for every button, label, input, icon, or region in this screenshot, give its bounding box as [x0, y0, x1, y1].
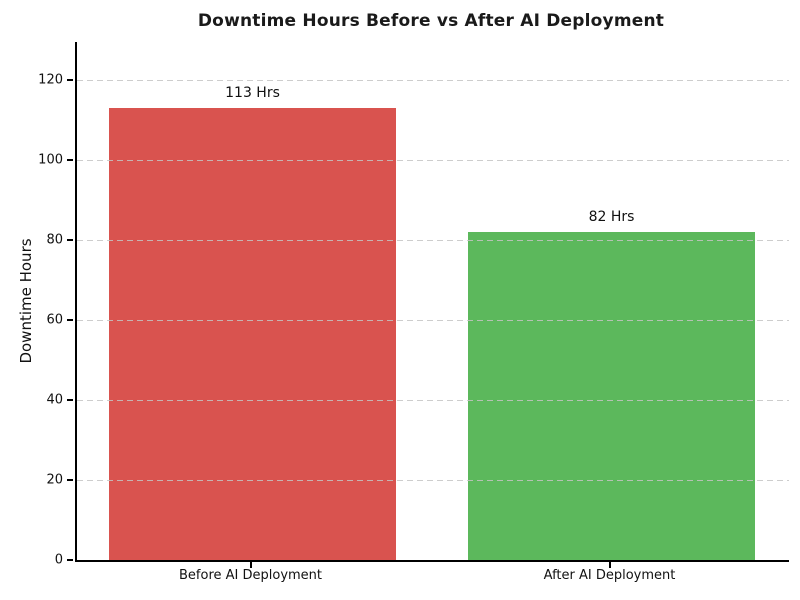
chart-title: Downtime Hours Before vs After AI Deploy…: [197, 11, 665, 31]
gridline: [77, 80, 789, 81]
gridline: [77, 320, 789, 321]
y-axis-label: Downtime Hours: [17, 238, 35, 364]
x-tick-mark: [249, 562, 252, 568]
bar-after: [468, 232, 755, 560]
y-tick-mark: [67, 479, 73, 481]
y-tick-mark: [67, 159, 73, 161]
y-tick-label: 20: [46, 472, 63, 488]
y-tick-label: 120: [38, 72, 63, 88]
gridline: [77, 400, 789, 401]
y-tick-label: 100: [38, 152, 63, 168]
y-tick-label: 40: [46, 392, 63, 408]
x-tick-label: Before AI Deployment: [178, 568, 323, 583]
y-tick-mark: [67, 399, 73, 401]
bar-value-label: 82 Hrs: [588, 209, 635, 225]
bar-value-label: 113 Hrs: [225, 85, 280, 101]
y-tick-label: 60: [46, 312, 63, 328]
gridline: [77, 160, 789, 161]
bar-before: [109, 108, 396, 560]
y-tick-label: 80: [46, 232, 63, 248]
x-tick-mark: [608, 562, 611, 568]
gridline: [77, 240, 789, 241]
plot-area: 113 Hrs 82 Hrs: [75, 42, 789, 562]
x-tick-label: After AI Deployment: [543, 568, 676, 583]
y-tick-label: 0: [54, 552, 63, 568]
y-tick-mark: [67, 79, 73, 81]
y-tick-mark: [67, 559, 73, 561]
y-tick-mark: [67, 239, 73, 241]
gridline: [77, 480, 789, 481]
y-tick-mark: [67, 319, 73, 321]
